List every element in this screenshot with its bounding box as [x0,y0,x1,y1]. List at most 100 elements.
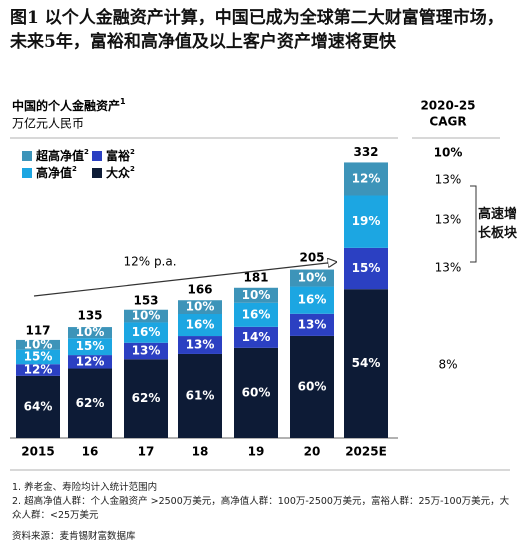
bar-segment [344,162,388,196]
segment-label: 10% [24,337,53,351]
bar-segment [290,335,334,438]
x-tick-label: 18 [192,445,209,459]
segment-label: 64% [24,399,53,413]
subtitle-note: 1 [120,97,126,106]
legend-note: 2 [84,148,89,156]
x-tick-label: 16 [82,445,99,459]
legend-label: 高净值2 [36,165,77,180]
segment-label: 15% [76,339,105,353]
bar-segment [124,342,168,360]
legend-note: 2 [72,165,77,173]
legend-swatch [22,151,32,161]
total-label: 153 [133,294,158,308]
segment-label: 60% [298,379,327,393]
x-tick-label: 2015 [21,445,54,459]
unit-label: 万亿元人民币 [12,116,84,131]
footnote: 2. 超高净值人群：个人金融资产 >2500万美元，高净值人群：100万-250… [12,496,510,521]
segment-label: 15% [352,261,381,275]
total-label: 332 [353,145,378,159]
title: 图1 以个人金融资产计算，中国已成为全球第二大财富管理市场，未来5年，富裕和高净… [10,8,504,52]
segment-label: 10% [132,309,161,323]
bar-segment [16,375,60,438]
bracket [470,185,477,263]
segment-label: 13% [132,344,161,358]
bar-segment [68,327,112,339]
legend-swatch [92,168,102,178]
segment-label: 15% [24,349,53,363]
bar-segment [234,302,278,327]
segment-label: 62% [76,396,105,410]
total-label: 117 [25,323,50,337]
subtitle: 中国的个人金融资产1 [12,97,126,113]
cagr-label: 8% [438,358,457,372]
bar-segment [124,322,168,343]
segment-label: 13% [186,337,215,351]
legend-name: 大众 [106,165,131,180]
bar-segment [178,336,222,354]
bar-segment [290,269,334,287]
bar-segment [290,286,334,314]
legend-swatch [22,168,32,178]
segment-label: 10% [242,288,271,302]
bar-segment [124,309,168,323]
x-tick-label: 19 [248,445,265,459]
cagr-label: 13% [435,261,462,275]
segment-label: 16% [242,307,271,321]
segment-label: 19% [352,214,381,228]
segment-label: 16% [132,325,161,339]
bar-segment [344,195,388,248]
segment-label: 12% [76,354,105,368]
segment-label: 10% [298,271,327,285]
x-tick-label: 20 [304,445,321,459]
segment-label: 16% [186,318,215,332]
bar-segment [234,287,278,303]
total-label: 181 [243,270,268,284]
segment-label: 12% [352,171,381,185]
trend-arrow [33,262,336,297]
legend-label: 超高净值2 [35,148,89,163]
bar-segment [178,313,222,337]
cagr-title: 2020-25 [420,99,475,113]
source: 资料来源：麦肯锡财富数据库 [12,531,136,542]
x-tick-label: 17 [138,445,155,459]
total-label: 135 [77,308,102,322]
bar-segment [234,326,278,348]
segment-label: 62% [132,391,161,405]
bracket-label: 高速增长板块 [478,207,518,241]
bar-segment [344,247,388,290]
bar-segment [68,338,112,356]
x-tick-label: 2025E [345,445,387,459]
segment-label: 61% [186,388,215,402]
segment-label: 54% [352,356,381,370]
total-label: 166 [187,283,212,297]
legend-name: 高净值 [36,165,72,180]
legend-label: 大众2 [106,165,135,180]
trend-annotation: 12% p.a. [123,255,176,269]
cagr-label: 13% [435,213,462,227]
bar-segment [68,355,112,369]
footnotes: 1. 养老金、寿险均计入统计范围内 2. 超高净值人群：个人金融资产 >2500… [12,481,517,523]
segment-label: 10% [186,300,215,314]
legend-note: 2 [130,148,135,156]
segment-label: 14% [242,330,271,344]
bar-segment [344,289,388,438]
segment-label: 12% [24,363,53,377]
legend-name: 富裕 [106,148,130,163]
legend-label: 富裕2 [106,148,135,163]
cagr-label: 13% [435,173,462,187]
legend-swatch [92,151,102,161]
bar-segment [124,359,168,438]
total-cagr: 10% [434,146,463,160]
bar-segment [68,368,112,438]
cagr-title: CAGR [429,115,466,129]
segment-label: 60% [242,385,271,399]
bar-segment [16,339,60,350]
bar-segment [178,300,222,314]
bar-segment [16,364,60,376]
segment-label: 16% [298,293,327,307]
bar-segment [290,313,334,336]
legend-note: 2 [130,165,135,173]
segment-label: 13% [298,317,327,331]
